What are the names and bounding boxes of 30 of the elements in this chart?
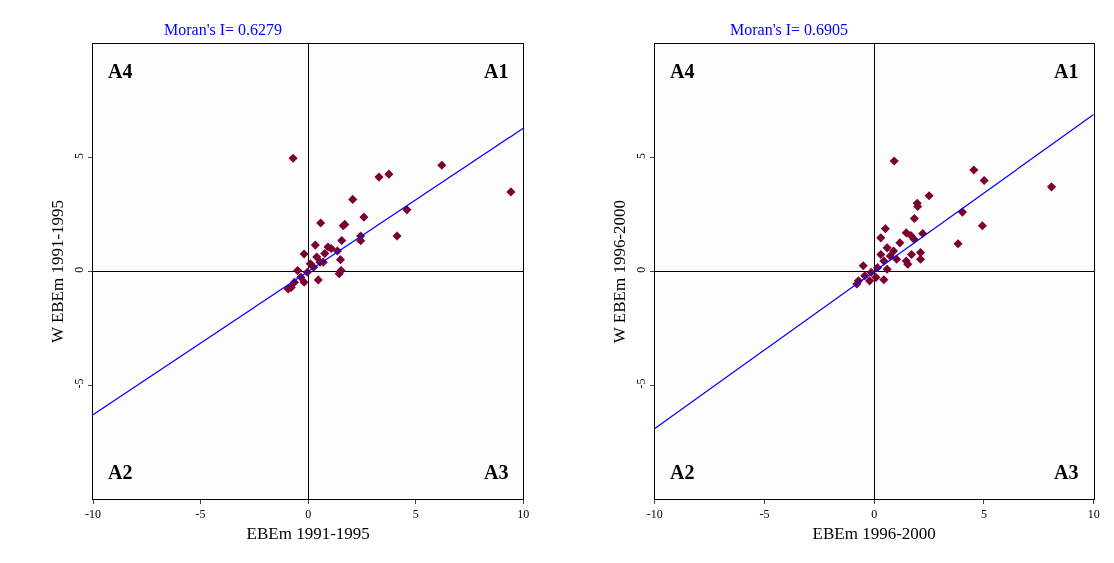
y-tick-label: 0 — [634, 266, 648, 273]
annotation: A4 — [670, 60, 695, 82]
annotation: A3 — [484, 461, 509, 483]
annotation: A2 — [108, 461, 133, 483]
x-tick-label: 0 — [871, 507, 878, 522]
annotation: A3 — [1054, 461, 1079, 483]
x-tick-label: 5 — [980, 507, 987, 522]
x-tick-label: -10 — [85, 507, 101, 522]
y-axis-title: W EBEm 1991-1995 — [47, 199, 67, 344]
annotation: A1 — [1054, 60, 1079, 82]
x-tick-label: 5 — [412, 507, 419, 522]
annotation: A1 — [484, 60, 509, 82]
chart-title: Moran's I= 0.6279 — [164, 21, 283, 38]
chart-title: Moran's I= 0.6905 — [730, 21, 849, 38]
x-tick-label: 10 — [1087, 507, 1100, 522]
y-tick-label: 5 — [72, 152, 87, 159]
x-tick-label: -5 — [195, 507, 206, 522]
annotation: A2 — [670, 461, 695, 483]
annotation: A4 — [108, 60, 133, 82]
x-tick-label: -5 — [759, 507, 770, 522]
y-tick-label: -5 — [634, 378, 648, 389]
y-tick-label: 0 — [72, 266, 87, 273]
y-tick-label: 5 — [634, 152, 648, 159]
x-tick-label: 0 — [305, 507, 312, 522]
y-tick-label: -5 — [72, 378, 87, 389]
x-tick-label: 10 — [517, 507, 530, 522]
y-axis-title: W EBEm 1996-2000 — [609, 199, 629, 344]
x-axis-title: EBEm 1991-1995 — [246, 523, 370, 543]
x-axis-title: EBEm 1996-2000 — [812, 523, 936, 543]
x-tick-label: -10 — [646, 507, 663, 522]
